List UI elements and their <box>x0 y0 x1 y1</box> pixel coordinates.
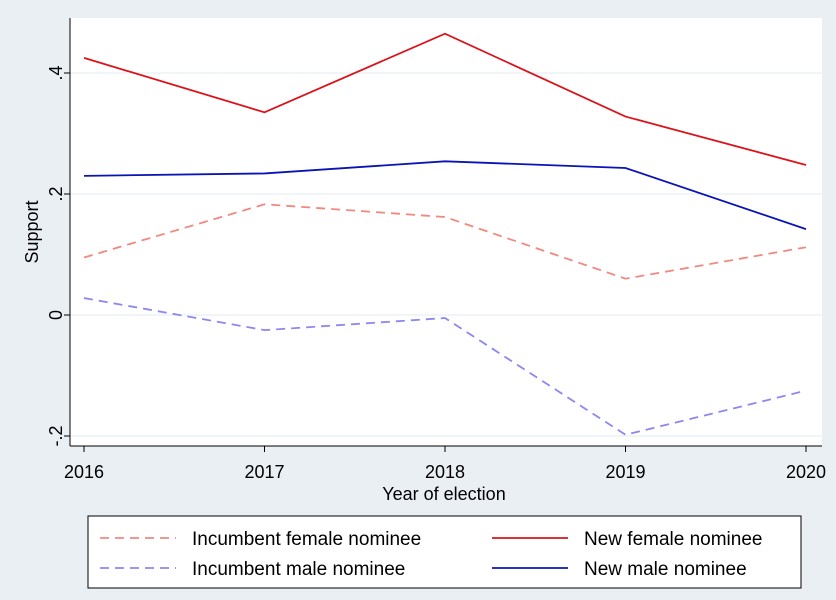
y-tick-label: .4 <box>46 65 66 80</box>
x-tick-label: 2016 <box>64 462 104 482</box>
x-tick-label: 2020 <box>786 462 826 482</box>
legend-label: Incumbent male nominee <box>192 559 405 580</box>
series-line-new-male-nominee <box>83 160 807 230</box>
series-line-incumbent-male-nominee <box>83 297 807 436</box>
legend-label: New male nominee <box>584 559 747 580</box>
x-tick-label: 2018 <box>425 462 465 482</box>
legend-label: New female nominee <box>584 529 762 550</box>
series-line-incumbent-female-nominee <box>83 203 807 280</box>
series-lines <box>83 32 807 436</box>
legend: Incumbent female nominee New female nomin… <box>100 529 762 580</box>
axes: -.2 0 .2 .4 2016 2017 2018 2019 2020 <box>46 18 826 482</box>
y-tick-label: .2 <box>46 186 66 201</box>
x-tick-label: 2019 <box>605 462 645 482</box>
x-tick-label: 2017 <box>244 462 284 482</box>
legend-box <box>87 515 802 589</box>
plot-area <box>70 18 822 446</box>
legend-label: Incumbent female nominee <box>192 529 421 550</box>
y-axis-title: Support <box>22 200 42 263</box>
gridlines <box>70 72 822 437</box>
x-axis-title: Year of election <box>382 484 505 504</box>
series-line-new-female-nominee <box>83 32 807 166</box>
y-tick-label: 0 <box>46 310 66 320</box>
y-tick-label: -.2 <box>46 425 66 446</box>
